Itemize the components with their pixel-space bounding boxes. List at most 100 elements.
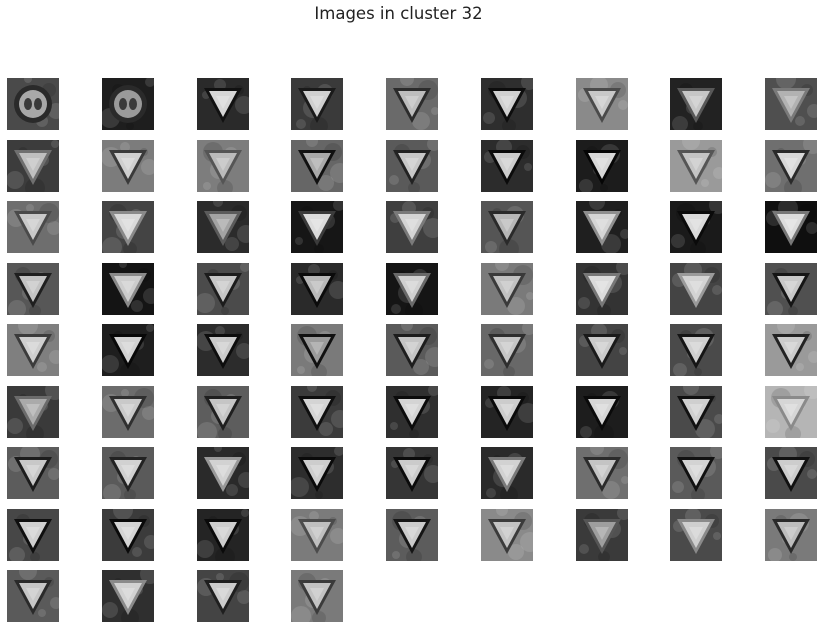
cluster-image-thumbnail [197, 570, 249, 622]
cluster-image-thumbnail [7, 263, 59, 315]
yield-sign-image [291, 140, 343, 192]
cluster-image-thumbnail [291, 386, 343, 438]
cluster-image-thumbnail [670, 509, 722, 561]
cluster-image-thumbnail [102, 447, 154, 499]
yield-sign-image [576, 324, 628, 376]
yield-sign-image [576, 263, 628, 315]
cluster-image-thumbnail [7, 324, 59, 376]
cluster-image-thumbnail [765, 140, 817, 192]
cluster-image-thumbnail [386, 140, 438, 192]
yield-sign-image [670, 447, 722, 499]
yield-sign-image [102, 263, 154, 315]
yield-sign-image [576, 386, 628, 438]
cluster-image-thumbnail [576, 78, 628, 130]
cluster-image-thumbnail [481, 140, 533, 192]
yield-sign-image [670, 509, 722, 561]
yield-sign-image [576, 509, 628, 561]
yield-sign-image [481, 263, 533, 315]
cluster-image-thumbnail [386, 201, 438, 253]
yield-sign-image [765, 447, 817, 499]
yield-sign-image [197, 324, 249, 376]
yield-sign-image [7, 447, 59, 499]
cluster-image-thumbnail [7, 509, 59, 561]
cluster-image-thumbnail [197, 509, 249, 561]
yield-sign-image [291, 386, 343, 438]
cluster-image-thumbnail [291, 201, 343, 253]
yield-sign-image [291, 509, 343, 561]
yield-sign-image [197, 140, 249, 192]
yield-sign-image [291, 78, 343, 130]
yield-sign-image [765, 509, 817, 561]
cluster-image-thumbnail [670, 263, 722, 315]
figure-title: Images in cluster 32 [314, 4, 483, 23]
yield-sign-image [481, 201, 533, 253]
cluster-image-thumbnail [102, 201, 154, 253]
yield-sign-image [102, 447, 154, 499]
round-sign-image [102, 78, 154, 130]
cluster-image-thumbnail [197, 78, 249, 130]
cluster-image-thumbnail [765, 78, 817, 130]
cluster-image-thumbnail [7, 386, 59, 438]
yield-sign-image [386, 78, 438, 130]
cluster-image-thumbnail [7, 78, 59, 130]
yield-sign-image [765, 78, 817, 130]
yield-sign-image [291, 570, 343, 622]
yield-sign-image [197, 447, 249, 499]
yield-sign-image [102, 509, 154, 561]
cluster-image-thumbnail [481, 324, 533, 376]
yield-sign-image [197, 201, 249, 253]
cluster-image-thumbnail [102, 570, 154, 622]
yield-sign-image [481, 140, 533, 192]
yield-sign-image [291, 201, 343, 253]
cluster-image-thumbnail [197, 201, 249, 253]
cluster-image-thumbnail [670, 386, 722, 438]
yield-sign-image [576, 78, 628, 130]
cluster-image-thumbnail [102, 78, 154, 130]
yield-sign-image [386, 201, 438, 253]
cluster-image-thumbnail [291, 140, 343, 192]
yield-sign-image [765, 386, 817, 438]
yield-sign-image [197, 78, 249, 130]
yield-sign-image [197, 509, 249, 561]
yield-sign-image [765, 140, 817, 192]
cluster-image-thumbnail [670, 447, 722, 499]
cluster-image-thumbnail [197, 386, 249, 438]
yield-sign-image [481, 447, 533, 499]
yield-sign-image [765, 324, 817, 376]
cluster-image-thumbnail [7, 140, 59, 192]
yield-sign-image [291, 447, 343, 499]
cluster-image-thumbnail [7, 570, 59, 622]
cluster-image-thumbnail [576, 263, 628, 315]
cluster-image-thumbnail [7, 201, 59, 253]
cluster-image-thumbnail [576, 386, 628, 438]
yield-sign-image [670, 140, 722, 192]
yield-sign-image [481, 509, 533, 561]
cluster-image-thumbnail [386, 447, 438, 499]
yield-sign-image [197, 386, 249, 438]
cluster-image-thumbnail [670, 201, 722, 253]
yield-sign-image [102, 570, 154, 622]
cluster-image-thumbnail [102, 509, 154, 561]
yield-sign-image [7, 201, 59, 253]
yield-sign-image [102, 324, 154, 376]
cluster-image-thumbnail [670, 324, 722, 376]
cluster-image-thumbnail [765, 386, 817, 438]
cluster-image-thumbnail [576, 324, 628, 376]
yield-sign-image [7, 324, 59, 376]
yield-sign-image [386, 324, 438, 376]
cluster-image-thumbnail [576, 509, 628, 561]
cluster-image-thumbnail [765, 447, 817, 499]
yield-sign-image [386, 140, 438, 192]
cluster-image-thumbnail [102, 386, 154, 438]
yield-sign-image [7, 140, 59, 192]
cluster-image-thumbnail [291, 447, 343, 499]
yield-sign-image [386, 447, 438, 499]
cluster-image-thumbnail [576, 201, 628, 253]
cluster-image-thumbnail [481, 447, 533, 499]
cluster-image-thumbnail [765, 509, 817, 561]
yield-sign-image [481, 78, 533, 130]
yield-sign-image [386, 509, 438, 561]
yield-sign-image [765, 263, 817, 315]
cluster-image-thumbnail [576, 447, 628, 499]
yield-sign-image [102, 140, 154, 192]
